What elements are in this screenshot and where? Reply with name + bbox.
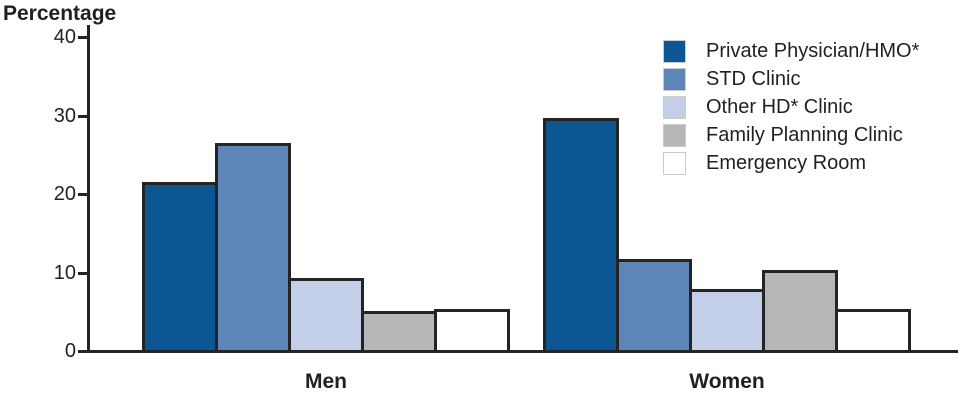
y-tick-mark-0 [78, 350, 88, 353]
legend-item: Family Planning Clinic [663, 124, 903, 147]
legend-item: STD Clinic [663, 68, 800, 91]
y-tick-label-40: 40 [53, 26, 76, 48]
legend-swatch [663, 68, 686, 91]
legend-label: Emergency Room [706, 152, 867, 174]
legend-label: Private Physician/HMO* [706, 40, 920, 62]
legend: Private Physician/HMO* STD Clinic Other HD… [663, 40, 953, 185]
y-axis-title: Percentage [3, 2, 117, 25]
legend-item: Private Physician/HMO* [663, 40, 919, 63]
legend-label: STD Clinic [706, 68, 801, 90]
y-tick-mark-40 [78, 36, 88, 39]
y-tick-label-0: 0 [64, 340, 76, 362]
y-tick-label-10: 10 [53, 262, 76, 284]
bar-women-1 [543, 118, 619, 353]
x-category-label-men: Men [305, 370, 347, 393]
legend-item: Other HD* Clinic [663, 96, 853, 119]
bar-women-4 [762, 270, 838, 353]
legend-label: Family Planning Clinic [706, 124, 903, 146]
x-category-label-women: Women [689, 370, 765, 393]
y-tick-mark-30 [78, 115, 88, 118]
legend-swatch [663, 40, 686, 63]
y-tick-mark-20 [78, 193, 88, 196]
legend-swatch [663, 124, 686, 147]
legend-label: Other HD* Clinic [706, 96, 853, 118]
legend-swatch [663, 96, 686, 119]
y-tick-label-20: 20 [53, 183, 76, 205]
y-axis-line [87, 25, 90, 353]
x-axis-line [87, 350, 958, 353]
y-tick-mark-10 [78, 272, 88, 275]
legend-item: Emergency Room [663, 152, 866, 175]
legend-swatch [663, 152, 686, 175]
y-tick-label-30: 30 [53, 105, 76, 127]
